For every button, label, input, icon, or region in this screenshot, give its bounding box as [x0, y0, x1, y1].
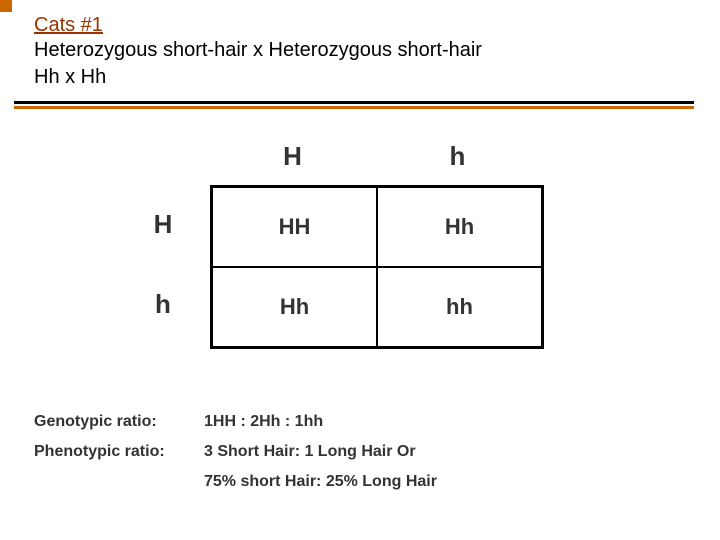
col-header-2: h — [375, 141, 540, 172]
cell-0-0: HH — [212, 187, 377, 267]
cell-1-1: hh — [377, 267, 542, 347]
slide-title: Cats #1 — [34, 14, 103, 36]
col-header-1: H — [210, 141, 375, 172]
genotypic-value: 1HH : 2Hh : 1hh — [204, 413, 323, 431]
punnett-square: H h H h HH Hh Hh hh — [0, 135, 720, 395]
ratios-section: Genotypic ratio: 1HH : 2Hh : 1hh Phenoty… — [34, 413, 720, 491]
divider-top — [14, 101, 694, 104]
row-header-1: H — [138, 209, 188, 240]
punnett-grid: HH Hh Hh hh — [210, 185, 544, 349]
cell-1-0: Hh — [212, 267, 377, 347]
slide-header: Cats #1 Heterozygous short-hair x Hetero… — [0, 0, 720, 97]
cell-0-1: Hh — [377, 187, 542, 267]
cross-description: Heterozygous short-hair x Heterozygous s… — [34, 37, 720, 64]
phenotypic-label: Phenotypic ratio: — [34, 443, 204, 461]
divider-bottom — [14, 106, 694, 109]
phenotypic-ratio-row-2: 75% short Hair: 25% Long Hair — [34, 473, 720, 491]
genotypic-label: Genotypic ratio: — [34, 413, 204, 431]
slide: Cats #1 Heterozygous short-hair x Hetero… — [0, 0, 720, 540]
cross-genotypes: Hh x Hh — [34, 64, 720, 91]
phenotypic-value-1: 3 Short Hair: 1 Long Hair Or — [204, 443, 416, 461]
spacer — [34, 473, 204, 491]
phenotypic-value-2: 75% short Hair: 25% Long Hair — [204, 473, 437, 491]
divider — [14, 101, 694, 109]
corner-accent — [0, 0, 12, 12]
row-header-2: h — [138, 289, 188, 320]
phenotypic-ratio-row: Phenotypic ratio: 3 Short Hair: 1 Long H… — [34, 443, 720, 461]
genotypic-ratio-row: Genotypic ratio: 1HH : 2Hh : 1hh — [34, 413, 720, 431]
